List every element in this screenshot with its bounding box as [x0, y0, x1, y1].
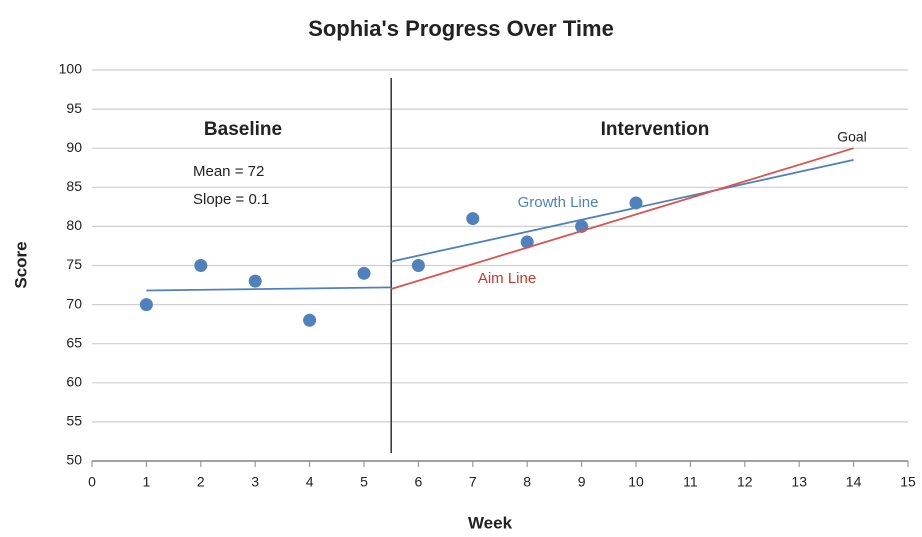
x-tick-label: 5: [360, 474, 368, 490]
data-point: [303, 313, 317, 327]
x-tick-label: 11: [683, 474, 698, 490]
y-tick-label: 100: [59, 61, 83, 77]
y-axis-label: Score: [11, 241, 30, 288]
trend-line: [391, 159, 854, 263]
y-tick-label: 90: [66, 139, 82, 155]
chart-title: Sophia's Progress Over Time: [308, 16, 614, 41]
x-tick-label: 7: [469, 474, 477, 490]
data-point: [357, 266, 371, 280]
trend-line: [146, 286, 392, 292]
x-tick-label: 1: [143, 474, 151, 490]
y-tick-label: 80: [66, 217, 82, 233]
y-tick-label: 60: [66, 374, 82, 390]
x-tick-label: 2: [197, 474, 205, 490]
x-tick-label: 12: [737, 474, 753, 490]
y-tick-label: 75: [66, 256, 82, 272]
y-tick-label: 95: [66, 100, 82, 116]
y-tick-label: 50: [66, 452, 82, 468]
x-tick-label: 0: [88, 474, 96, 490]
data-point: [411, 259, 425, 272]
data-point: [466, 212, 480, 226]
x-tick-label: 8: [523, 474, 531, 490]
x-axis-label: Week: [468, 513, 513, 532]
y-tick-label: 70: [66, 295, 82, 311]
y-tick-label: 85: [66, 178, 82, 194]
x-tick-label: 15: [900, 474, 916, 490]
data-point: [520, 235, 534, 249]
y-tick-label: 65: [66, 334, 82, 350]
x-tick-label: 9: [578, 474, 586, 490]
data-point: [194, 259, 208, 272]
annotation: Intervention: [601, 119, 710, 140]
annotation: Mean = 72: [193, 163, 264, 180]
annotation: Slope = 0.1: [193, 191, 269, 208]
x-tick-label: 14: [846, 474, 862, 490]
data-point: [248, 274, 262, 288]
y-tick-label: 55: [66, 413, 82, 429]
series-label: Aim Line: [478, 270, 536, 287]
x-tick-label: 10: [628, 474, 644, 490]
annotation: Goal: [837, 129, 867, 145]
series-label: Growth Line: [518, 194, 599, 211]
trend-line: [390, 147, 854, 290]
annotation: Baseline: [204, 119, 282, 140]
x-tick-label: 3: [251, 474, 259, 490]
data-point: [139, 298, 153, 312]
x-tick-label: 13: [791, 474, 807, 490]
x-tick-label: 6: [415, 474, 423, 490]
x-tick-label: 4: [306, 474, 314, 490]
